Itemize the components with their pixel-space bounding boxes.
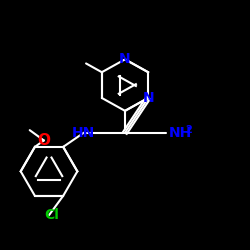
Text: HN: HN <box>72 126 96 140</box>
Text: 2: 2 <box>186 125 192 135</box>
Text: N: N <box>119 52 131 66</box>
Text: O: O <box>38 133 51 148</box>
Text: Cl: Cl <box>44 208 59 222</box>
Text: NH: NH <box>169 126 192 140</box>
Text: N: N <box>142 91 154 105</box>
